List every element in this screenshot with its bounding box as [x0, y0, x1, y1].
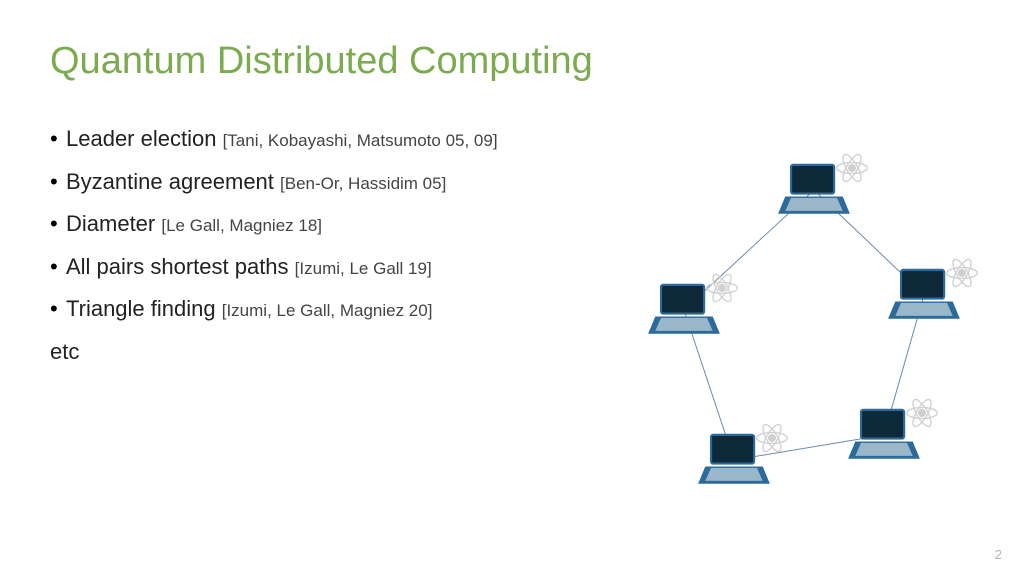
atom-icon: [944, 255, 980, 291]
list-item: •All pairs shortest paths [Izumi, Le Gal…: [50, 253, 590, 282]
list-item: •Triangle finding [Izumi, Le Gall, Magni…: [50, 295, 590, 324]
list-item: •Leader election [Tani, Kobayashi, Matsu…: [50, 125, 590, 154]
atom-icon: [754, 420, 790, 456]
slide: Quantum Distributed Computing •Leader el…: [0, 0, 1024, 576]
list-item: •Diameter [Le Gall, Magniez 18]: [50, 210, 590, 239]
slide-title: Quantum Distributed Computing: [50, 40, 593, 83]
bullet-list: •Leader election [Tani, Kobayashi, Matsu…: [50, 125, 590, 381]
atom-icon: [704, 270, 740, 306]
list-item: •Byzantine agreement [Ben-Or, Hassidim 0…: [50, 168, 590, 197]
list-item-etc: etc: [50, 338, 590, 367]
page-number: 2: [995, 547, 1002, 562]
atom-icon: [904, 395, 940, 431]
network-diagram: [584, 160, 1004, 540]
atom-icon: [834, 150, 870, 186]
